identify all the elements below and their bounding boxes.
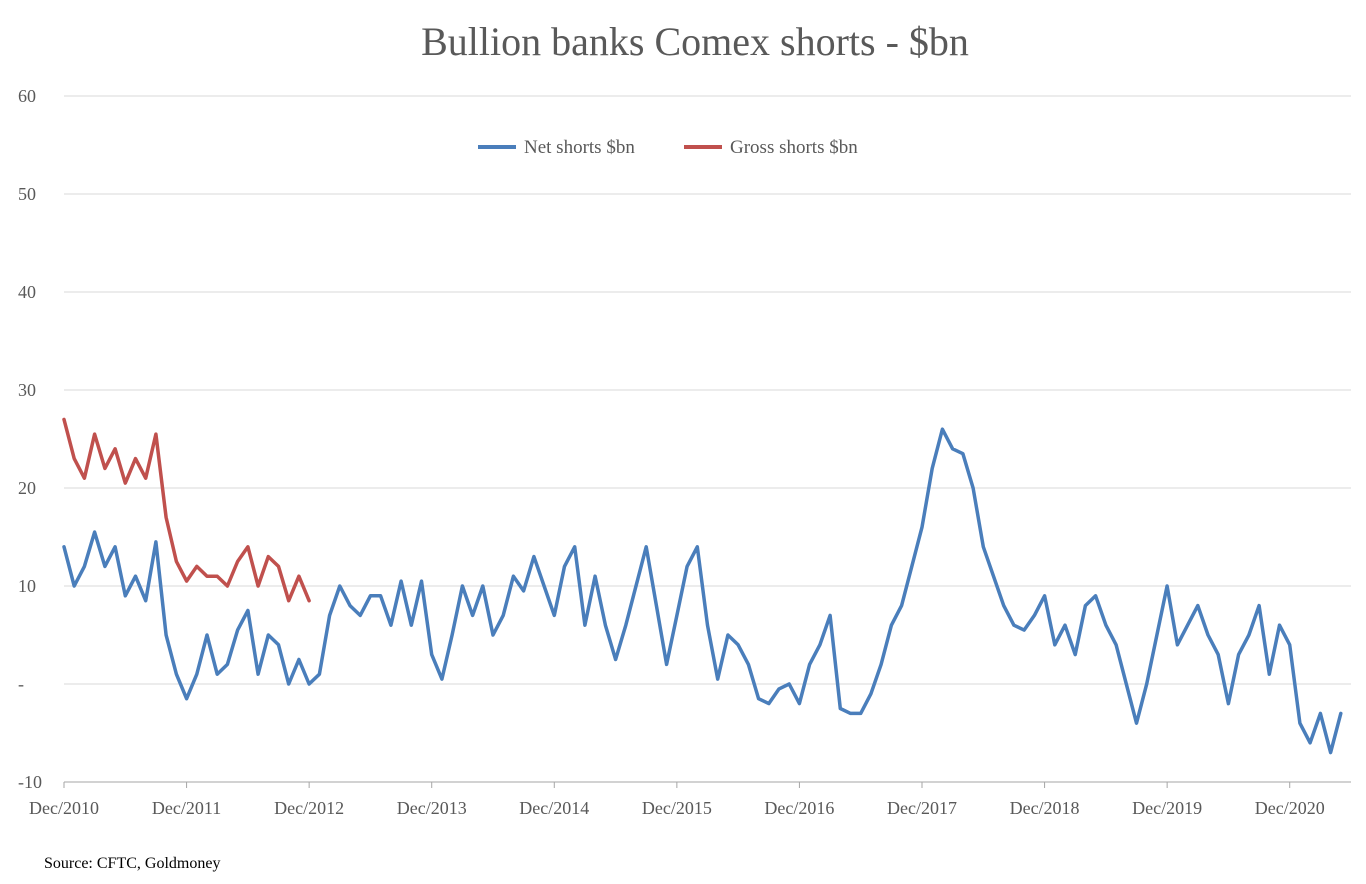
legend-label: Gross shorts $bn xyxy=(730,137,858,158)
source-note: Source: CFTC, Goldmoney xyxy=(44,855,221,872)
y-tick-label: - xyxy=(18,674,24,694)
y-axis-ticks: 60 50 40 30 20 10 - -10 xyxy=(18,86,42,792)
x-tick-label: Dec/2014 xyxy=(519,798,589,818)
x-tick-label: Dec/2010 xyxy=(29,798,99,818)
legend-item: Gross shorts $bn xyxy=(684,137,858,158)
x-tick-label: Dec/2013 xyxy=(397,798,467,818)
x-tick-label: Dec/2015 xyxy=(642,798,712,818)
x-tick-label: Dec/2017 xyxy=(887,798,957,818)
series-line-gross-shorts xyxy=(62,417,311,603)
y-tick-label: 10 xyxy=(18,576,36,596)
legend: Net shorts $bn Gross shorts $bn xyxy=(478,137,858,158)
x-tick-label: Dec/2012 xyxy=(274,798,344,818)
chart-title: Bullion banks Comex shorts - $bn xyxy=(421,19,969,64)
x-tick-label: Dec/2018 xyxy=(1010,798,1080,818)
y-tick-label: 40 xyxy=(18,282,36,302)
y-tick-label: 30 xyxy=(18,380,36,400)
x-tick-label: Dec/2016 xyxy=(764,798,834,818)
legend-label: Net shorts $bn xyxy=(524,137,635,158)
legend-item: Net shorts $bn xyxy=(478,137,635,158)
grid xyxy=(64,95,1351,783)
series-line-net-shorts xyxy=(62,427,1343,755)
y-tick-label: 50 xyxy=(18,184,36,204)
x-tick-label: Dec/2019 xyxy=(1132,798,1202,818)
y-tick-label: 60 xyxy=(18,86,36,106)
y-tick-label: -10 xyxy=(18,772,42,792)
x-tick-label: Dec/2011 xyxy=(152,798,221,818)
plot-series xyxy=(62,417,1343,755)
x-tick-label: Dec/2020 xyxy=(1255,798,1325,818)
y-tick-label: 20 xyxy=(18,478,36,498)
x-axis-ticks: Dec/2010 Dec/2011 Dec/2012 Dec/2013 Dec/2014… xyxy=(29,781,1351,818)
